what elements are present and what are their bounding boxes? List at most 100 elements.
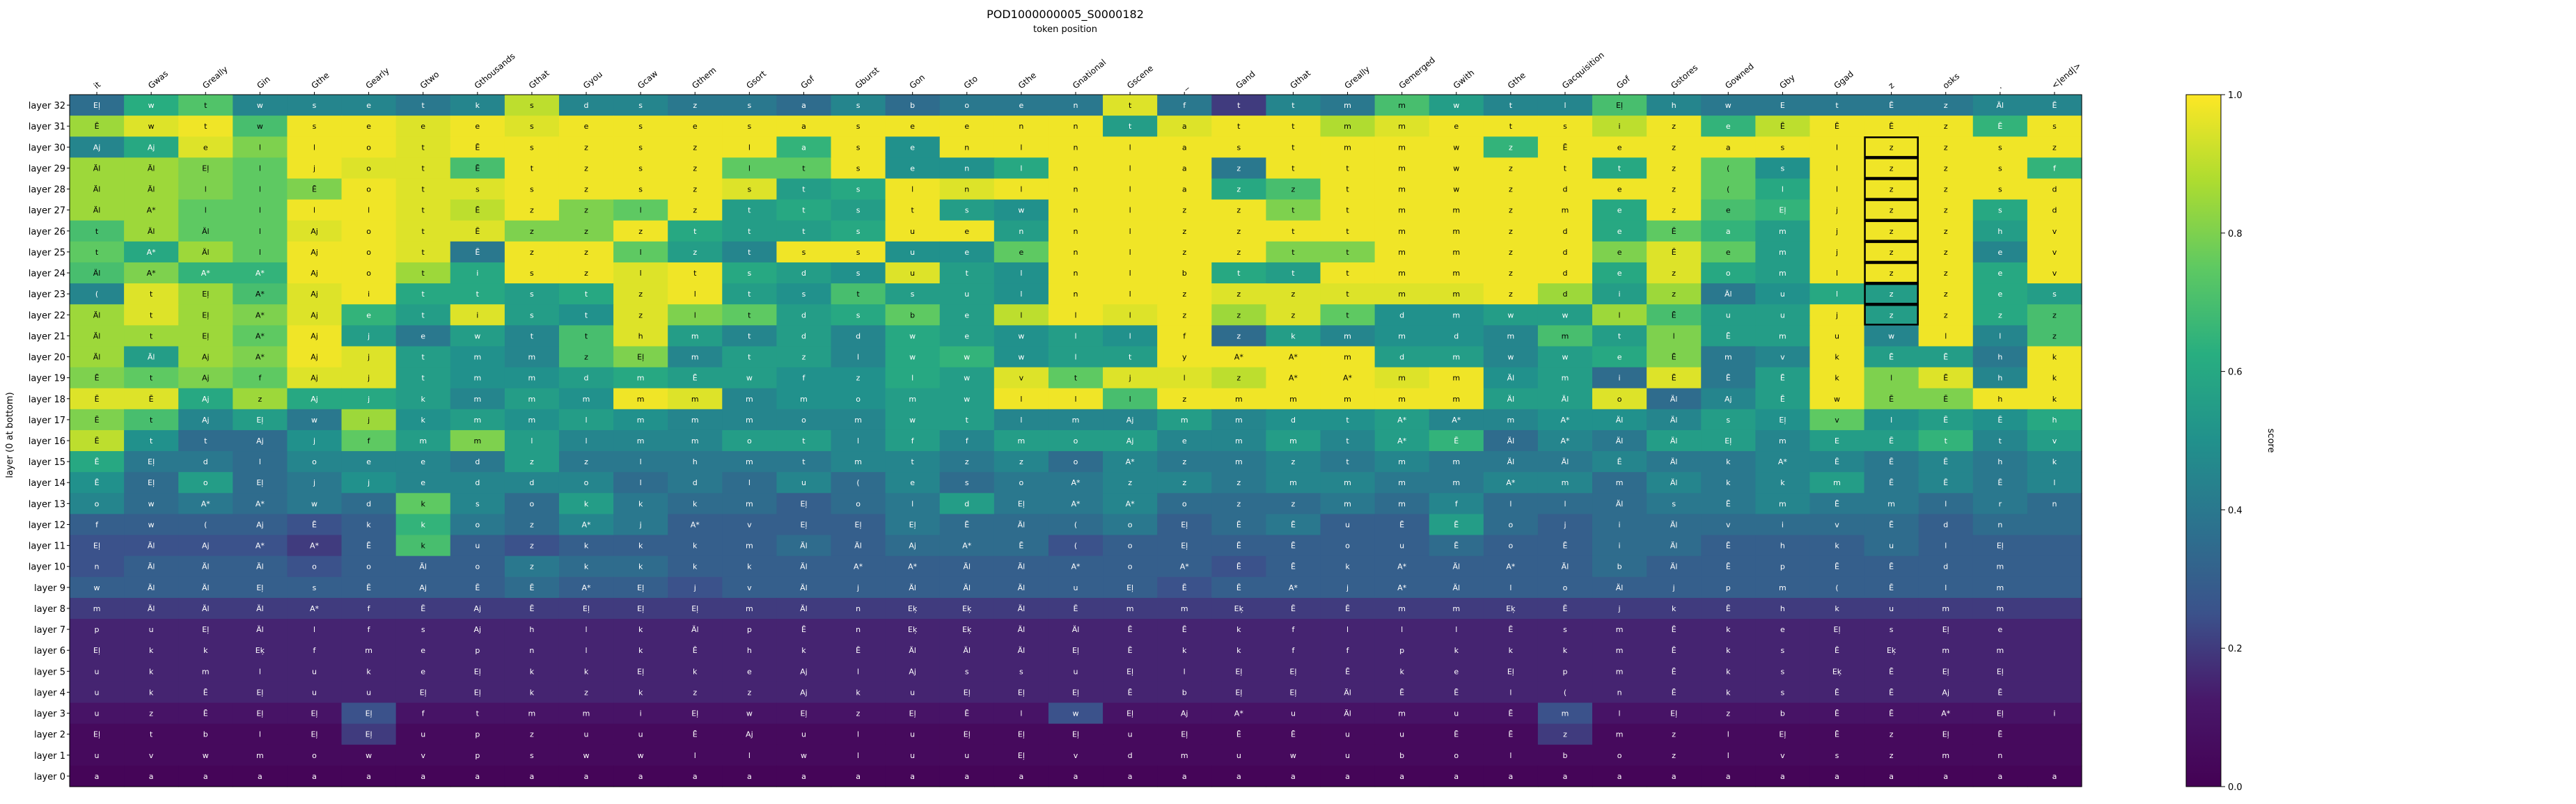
heatmap-cell-token: Äl	[1018, 562, 1026, 572]
x-tick-label: Gyou	[581, 69, 604, 90]
heatmap-cell-token: m	[528, 395, 536, 404]
heatmap-cell	[1429, 451, 1484, 473]
heatmap-cell	[287, 262, 343, 284]
heatmap-cell-token: z	[693, 206, 697, 215]
heatmap-cell	[1320, 367, 1376, 389]
heatmap-cell	[2027, 367, 2082, 389]
heatmap-cell-token: j	[1346, 583, 1349, 592]
heatmap-cell-token: e	[366, 457, 371, 466]
heatmap-cell	[776, 283, 832, 305]
heatmap-cell-token: m	[1779, 331, 1786, 340]
heatmap-cell	[1972, 220, 2028, 242]
heatmap-cell-token: s	[856, 101, 861, 110]
heatmap-cell-token: l	[640, 248, 642, 257]
heatmap-cell-token: z	[1672, 164, 1676, 173]
heatmap-cell-token: v	[2052, 436, 2057, 446]
heatmap-cell-token: z	[1672, 122, 1676, 131]
heatmap-cell-token: e	[421, 478, 425, 487]
heatmap-cell-token: k	[1726, 457, 1731, 466]
heatmap-cell-token: t	[422, 206, 425, 215]
heatmap-cell-token: u	[1726, 310, 1731, 320]
heatmap-cell	[178, 136, 233, 158]
heatmap-cell-token: m	[854, 416, 862, 425]
heatmap-cell-token: m	[746, 499, 753, 508]
heatmap-cell-token: d	[1291, 416, 1296, 425]
heatmap-cell	[1537, 325, 1593, 347]
heatmap-cell-token: m	[1181, 416, 1188, 425]
heatmap-cell	[722, 472, 778, 494]
heatmap-cell	[1157, 116, 1212, 137]
heatmap-cell-token: Eļ	[1834, 625, 1841, 634]
heatmap-cell-token: m	[1452, 395, 1460, 404]
heatmap-cell	[1103, 262, 1158, 284]
heatmap-cell-token: Eļ	[202, 625, 209, 634]
heatmap-cell-token: e	[1997, 625, 2002, 634]
heatmap-cell-token: A*	[1560, 436, 1570, 446]
heatmap-cell-token: z	[1890, 310, 1894, 320]
heatmap-cell-token: u	[1236, 751, 1241, 760]
heatmap-cell	[994, 178, 1049, 200]
heatmap-cell	[722, 199, 778, 221]
heatmap-cell	[939, 325, 995, 347]
heatmap-cell-token: m	[473, 353, 481, 362]
heatmap-cell	[2027, 640, 2082, 661]
heatmap-cell	[668, 472, 723, 494]
heatmap-cell	[1429, 241, 1484, 263]
heatmap-cell-token: t	[531, 331, 534, 340]
heatmap-cell-token: Äl	[1670, 520, 1678, 529]
heatmap-cell	[287, 346, 343, 368]
heatmap-cell	[1483, 409, 1539, 431]
heatmap-cell-token: v	[421, 751, 425, 760]
heatmap-cell-token: Ē	[964, 520, 969, 529]
heatmap-cell-token: k	[1509, 646, 1514, 655]
heatmap-cell-token: l	[368, 206, 370, 215]
heatmap-cell-token: m	[1942, 646, 1949, 655]
heatmap-cell-token: (	[204, 520, 207, 529]
heatmap-cell	[1592, 493, 1647, 515]
heatmap-cell	[1972, 493, 2028, 515]
heatmap-cell	[1483, 346, 1539, 368]
heatmap-cell	[504, 409, 560, 431]
heatmap-cell	[1320, 409, 1376, 431]
heatmap-cell	[1918, 346, 1974, 368]
heatmap-cell-token: Ē	[475, 583, 480, 592]
heatmap-cell	[504, 283, 560, 305]
heatmap-cell	[1755, 367, 1811, 389]
heatmap-cell-token: Eķ	[1234, 604, 1244, 613]
heatmap-cell	[1103, 241, 1158, 263]
heatmap-cell-token: Ē	[1997, 478, 2002, 487]
heatmap-cell	[1103, 95, 1158, 116]
heatmap-cell-token: Eļ	[964, 730, 971, 739]
heatmap-cell	[1864, 429, 1919, 452]
heatmap-cell-token: d	[2052, 185, 2057, 194]
heatmap-cell-token: z	[2052, 331, 2057, 340]
heatmap-cell	[1701, 199, 1756, 221]
heatmap-cell-token: z	[584, 206, 588, 215]
heatmap-cell-token: t	[748, 310, 751, 320]
heatmap-cell-token: l	[259, 248, 261, 257]
heatmap-cell-token: t	[422, 185, 425, 194]
heatmap-cell-token: o	[856, 395, 861, 404]
heatmap-cell-token: Eļ	[1126, 667, 1133, 676]
heatmap-cell-token: Ē	[1236, 562, 1241, 572]
heatmap-cell	[287, 388, 343, 410]
heatmap-cell-token: Ē	[203, 688, 208, 697]
heatmap-cell-token: Ē	[1943, 353, 1948, 362]
heatmap-cell	[1429, 178, 1484, 200]
heatmap-cell-token: l	[259, 206, 261, 215]
x-tick-label: Gthe	[1016, 70, 1038, 90]
heatmap-cell	[233, 283, 288, 305]
heatmap-cell-token: l	[911, 499, 913, 508]
heatmap-cell	[1483, 199, 1539, 221]
heatmap-cell-token: Ē	[1889, 395, 1894, 404]
heatmap-cell-token: t	[422, 164, 425, 173]
heatmap-cell-token: Aj	[746, 730, 753, 739]
heatmap-cell-token: z	[1890, 185, 1894, 194]
heatmap-cell-token: z	[1944, 143, 1948, 152]
heatmap-cell	[504, 493, 560, 515]
heatmap-cell	[885, 472, 941, 494]
heatmap-cell-token: A*	[1778, 457, 1788, 466]
heatmap-cell	[287, 367, 343, 389]
heatmap-cell-token: n	[1074, 122, 1078, 131]
heatmap-cell-token: o	[475, 562, 480, 572]
